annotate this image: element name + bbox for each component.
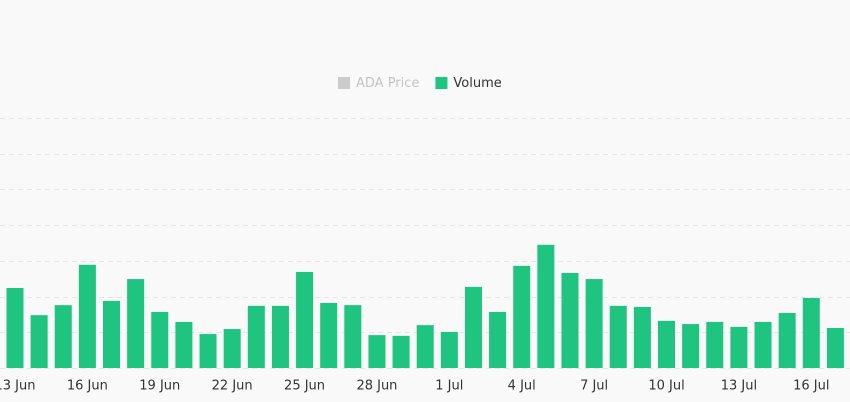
bar xyxy=(440,331,458,368)
x-tick-label: 7 Jul xyxy=(580,379,608,394)
x-tick-label: 10 Jul xyxy=(648,379,684,394)
x-tick-label: 13 Jul xyxy=(721,379,757,394)
bar xyxy=(513,265,531,368)
x-tick-label: 16 Jun xyxy=(67,379,108,394)
bar xyxy=(30,315,48,368)
bar xyxy=(416,325,434,368)
bar xyxy=(464,286,482,368)
bar xyxy=(826,328,844,368)
legend-label: Volume xyxy=(453,76,501,91)
x-tick-label: 25 Jun xyxy=(284,379,325,394)
bar xyxy=(320,303,338,368)
x-tick-label: 22 Jun xyxy=(212,379,253,394)
x-tick-label: 19 Jun xyxy=(139,379,180,394)
bar xyxy=(368,335,386,368)
bar xyxy=(223,329,241,368)
bar xyxy=(175,321,193,368)
bar xyxy=(706,321,724,368)
bar xyxy=(392,335,410,368)
bar xyxy=(127,279,145,368)
bar xyxy=(199,334,217,368)
legend-swatch xyxy=(435,77,448,89)
x-tick-label: 4 Jul xyxy=(508,379,536,394)
bar xyxy=(271,305,289,368)
bar xyxy=(778,313,796,368)
x-tick-label: 16 Jul xyxy=(793,379,829,394)
bar xyxy=(344,305,362,368)
bar xyxy=(6,288,24,368)
x-tick-label: 1 Jul xyxy=(435,379,463,394)
bar xyxy=(682,324,700,368)
bar xyxy=(78,264,96,368)
bar xyxy=(54,305,72,368)
bar xyxy=(609,305,627,368)
legend-label: ADA Price xyxy=(356,76,419,91)
x-tick-label: 28 Jun xyxy=(356,379,397,394)
bar xyxy=(537,244,555,368)
bar xyxy=(103,300,121,368)
bar xyxy=(489,311,507,368)
bar xyxy=(658,320,676,368)
bar xyxy=(802,298,820,368)
bar xyxy=(561,273,579,368)
bar xyxy=(151,311,169,368)
legend-swatch xyxy=(338,77,350,89)
bar xyxy=(247,305,265,368)
x-tick-label: 13 Jun xyxy=(0,379,36,394)
bar xyxy=(296,271,314,368)
bar xyxy=(730,326,748,368)
bar xyxy=(754,321,772,368)
bar xyxy=(633,306,651,368)
bar xyxy=(585,279,603,368)
